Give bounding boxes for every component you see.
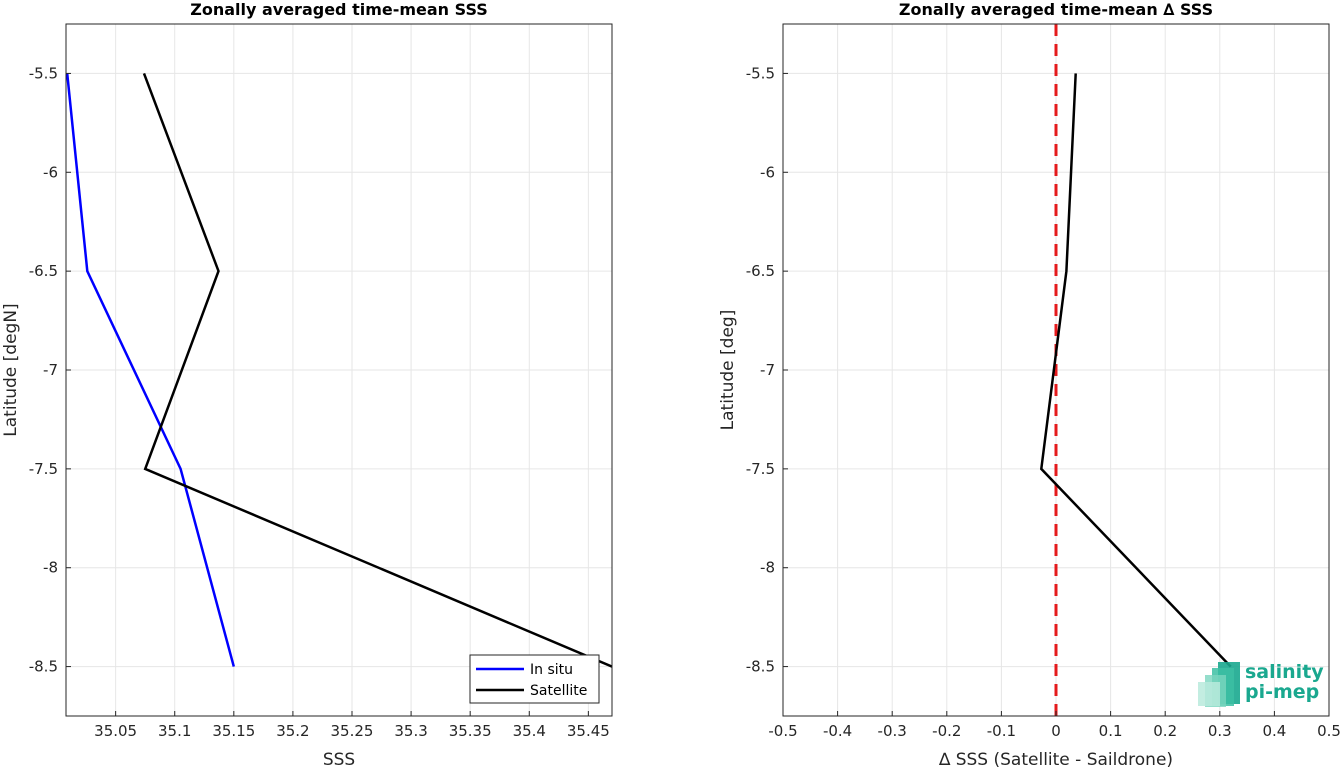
right-y-tick-label: -6.5	[746, 262, 775, 280]
right-x-axis-label: ∆ SSS (Satellite - Saildrone)	[938, 750, 1173, 769]
logo-line2: pi-mep	[1245, 681, 1319, 703]
legend-box	[469, 654, 600, 704]
left-x-tick-label: 35.35	[449, 722, 492, 740]
left-series	[66, 72, 612, 668]
right-chart-title: Zonally averaged time-mean ∆ SSS	[899, 0, 1213, 19]
left-y-axis-label: Latitude [degN]	[1, 303, 21, 436]
left-series-satellite-line	[142, 72, 612, 668]
right-series-delta-sss-line	[1039, 73, 1232, 668]
right-x-tick-label: -0.4	[823, 722, 852, 740]
right-x-tick-label: 0.2	[1153, 722, 1177, 740]
right-y-axis-label: Latitude [deg]	[718, 310, 738, 431]
right-x-tick-label: 0.4	[1262, 722, 1286, 740]
left-x-tick-label: 35.2	[276, 722, 309, 740]
logo-wave-icon	[1198, 662, 1240, 707]
left-series-in-situ-line	[66, 73, 236, 667]
left-grid	[66, 24, 612, 716]
right-y-tick-label: -7	[760, 361, 775, 379]
left-axes: 35.05 35.1 35.15 35.2 35.25 35.3 35.35 35.4 35.4…	[1, 0, 613, 769]
left-x-axis-label: SSS	[323, 750, 355, 769]
legend-label-satellite: Satellite	[530, 683, 587, 699]
left-x-tick-label: 35.4	[513, 722, 546, 740]
left-x-tick-label: 35.25	[331, 722, 374, 740]
left-y-tick-label: -7.5	[29, 460, 58, 478]
right-x-tick-label: -0.1	[987, 722, 1016, 740]
right-x-tick-label: -0.2	[932, 722, 961, 740]
left-x-tick-label: 35.1	[158, 722, 191, 740]
right-ticks: -0.5 -0.4 -0.3 -0.2 -0.1 0 0.1 0.2 0.3 0.4 0.5 -5.5…	[746, 64, 1341, 740]
left-y-tick-label: -6.5	[29, 262, 58, 280]
left-x-tick-label: 35.05	[94, 722, 137, 740]
legend-label-in-situ: In situ	[530, 662, 573, 678]
salinity-pi-mep-logo: salinity pi-mep	[1198, 661, 1324, 707]
left-y-tick-label: -8.5	[29, 658, 58, 676]
left-x-tick-label: 35.15	[212, 722, 255, 740]
right-y-tick-label: -8	[760, 559, 775, 577]
right-series	[1039, 73, 1232, 668]
left-x-tick-label: 35.45	[567, 722, 610, 740]
right-x-tick-label: 0.1	[1099, 722, 1123, 740]
left-x-tick-label: 35.3	[394, 722, 427, 740]
right-x-tick-label: 0.3	[1208, 722, 1232, 740]
left-ticks: 35.05 35.1 35.15 35.2 35.25 35.3 35.35 35.4 35.4…	[29, 64, 610, 740]
legend: In situ Satellite	[469, 654, 600, 704]
left-chart-title: Zonally averaged time-mean SSS	[190, 0, 488, 19]
left-y-tick-label: -5.5	[29, 64, 58, 82]
left-y-tick-label: -6	[43, 163, 58, 181]
right-x-tick-label: -0.5	[768, 722, 797, 740]
right-y-tick-label: -8.5	[746, 658, 775, 676]
right-y-tick-label: -7.5	[746, 460, 775, 478]
right-axes: -0.5 -0.4 -0.3 -0.2 -0.1 0 0.1 0.2 0.3 0.4 0.5 -5.5…	[718, 0, 1341, 769]
right-y-tick-label: -5.5	[746, 64, 775, 82]
right-y-tick-label: -6	[760, 163, 775, 181]
right-x-tick-label: -0.3	[878, 722, 907, 740]
left-y-tick-label: -7	[43, 361, 58, 379]
right-x-tick-label: 0	[1051, 722, 1061, 740]
logo-line1: salinity	[1245, 661, 1324, 683]
right-x-tick-label: 0.5	[1317, 722, 1341, 740]
left-y-tick-label: -8	[43, 559, 58, 577]
